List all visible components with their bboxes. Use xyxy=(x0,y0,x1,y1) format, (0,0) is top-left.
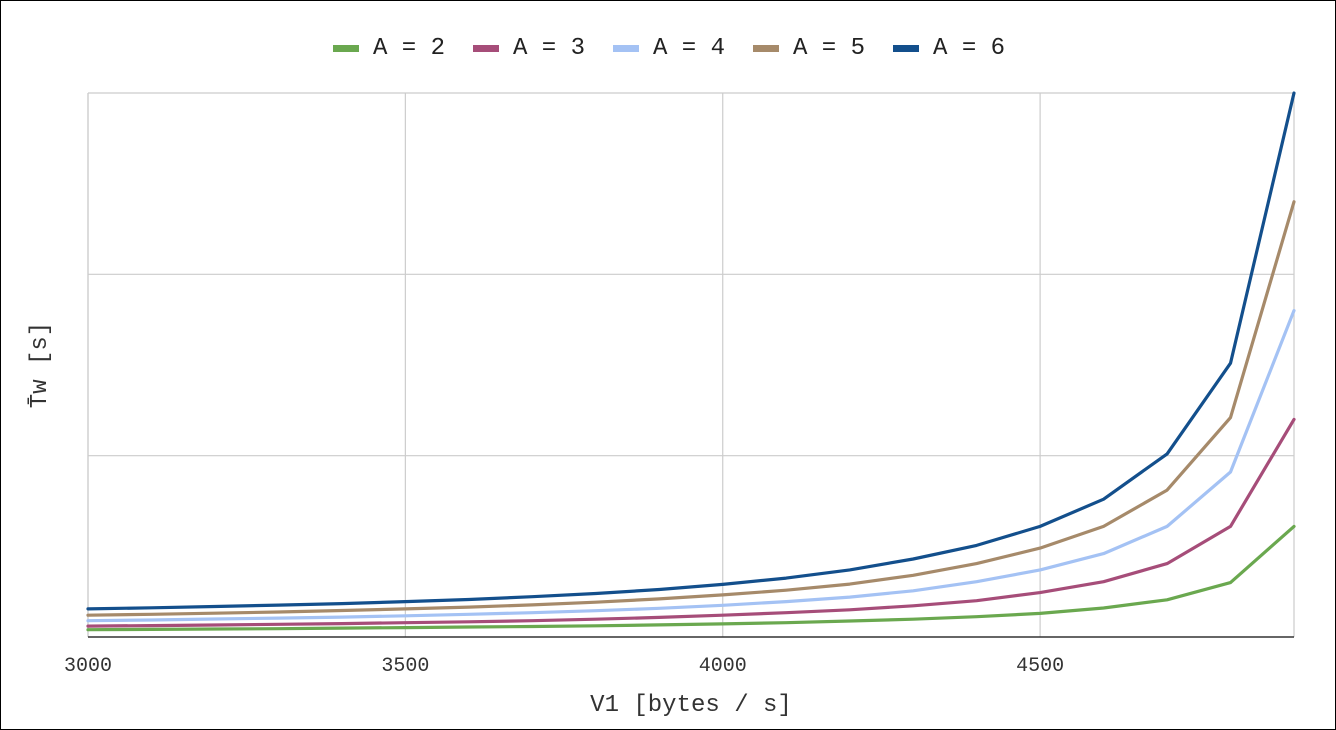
series-line-1 xyxy=(86,524,1296,632)
legend-item: A = 4 xyxy=(612,35,725,62)
series-line-4 xyxy=(86,200,1296,617)
legend-item: A = 3 xyxy=(472,35,585,62)
legend-item: A = 5 xyxy=(753,35,865,62)
y-axis-label: T̄w [s] xyxy=(27,322,54,408)
chart-legend: A = 2 A = 3 A = 4 A = 5 A = 6 xyxy=(1,35,1335,62)
legend-label: A = 2 xyxy=(372,35,445,62)
legend-label: A = 6 xyxy=(933,35,1006,62)
legend-label: A = 4 xyxy=(652,35,725,62)
x-tick-label: 4500 xyxy=(1016,655,1064,678)
x-tick-label: 4000 xyxy=(699,655,747,678)
x-tick-label: 3500 xyxy=(381,655,429,678)
series-line-5 xyxy=(86,91,1296,611)
legend-label: A = 3 xyxy=(512,35,585,62)
legend-swatch xyxy=(332,45,359,52)
legend-swatch xyxy=(893,45,920,52)
legend-swatch xyxy=(753,45,779,52)
x-axis-label: V1 [bytes / s] xyxy=(590,692,792,719)
series-line-3 xyxy=(86,309,1296,623)
legend-label: A = 5 xyxy=(793,35,866,62)
legend-swatch xyxy=(612,45,639,52)
legend-item: A = 6 xyxy=(893,35,1005,62)
x-tick-label: 3000 xyxy=(64,655,112,678)
series-line-2 xyxy=(86,417,1296,628)
legend-item: A = 2 xyxy=(332,35,445,62)
legend-swatch xyxy=(472,45,499,52)
